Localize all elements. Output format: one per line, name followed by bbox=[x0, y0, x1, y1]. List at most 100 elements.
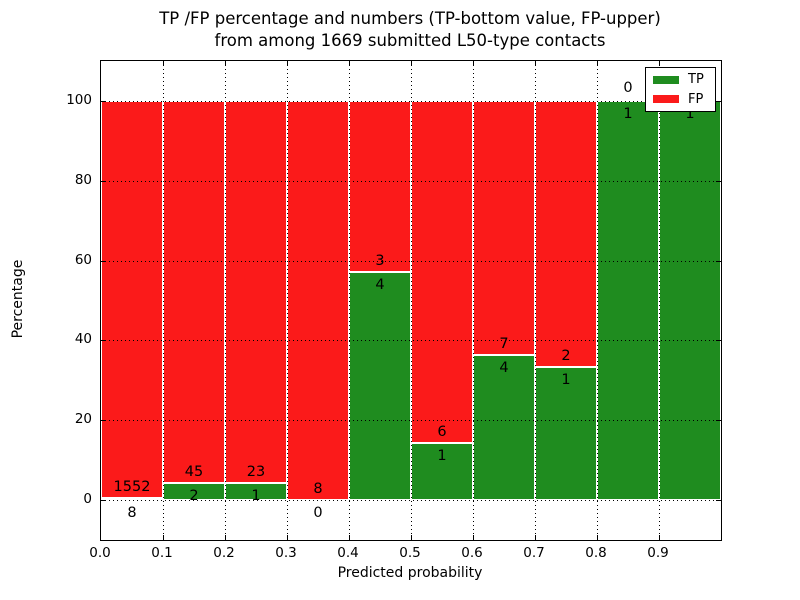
legend-label-tp: TP bbox=[688, 72, 704, 88]
chart-title-line1: TP /FP percentage and numbers (TP-bottom… bbox=[159, 9, 661, 28]
x-tick-mark-top bbox=[287, 61, 288, 66]
y-tick-label: 40 bbox=[74, 331, 92, 348]
legend-item-fp: FP bbox=[646, 93, 715, 106]
y-tick-mark bbox=[101, 260, 106, 262]
tp-count-label: 1 bbox=[437, 447, 447, 464]
bar-segment-fp bbox=[163, 101, 225, 483]
x-tick-mark-top bbox=[659, 61, 660, 66]
gridline-horizontal bbox=[101, 500, 721, 501]
bar-segment-fp bbox=[535, 101, 597, 368]
x-tick-mark-top bbox=[349, 61, 350, 66]
x-tick-label: 0.1 bbox=[151, 545, 173, 561]
x-tick-mark bbox=[535, 535, 536, 540]
x-tick-mark-top bbox=[225, 61, 226, 66]
tp-count-label: 4 bbox=[375, 277, 385, 294]
x-tick-mark bbox=[163, 535, 164, 540]
x-tick-label: 0.6 bbox=[461, 545, 483, 561]
x-tick-label: 0.7 bbox=[523, 545, 545, 561]
x-axis-label: Predicted probability bbox=[337, 565, 483, 581]
y-tick-mark-right bbox=[716, 420, 721, 422]
gridline-horizontal bbox=[101, 180, 721, 182]
x-tick-mark-top bbox=[163, 61, 164, 66]
bar-segment-fp bbox=[349, 101, 411, 273]
y-tick-label: 80 bbox=[74, 171, 92, 188]
bar-segment-tp bbox=[597, 101, 659, 500]
gridline-vertical bbox=[597, 61, 598, 540]
tp-count-label: 4 bbox=[499, 359, 509, 376]
y-tick-label: 100 bbox=[66, 92, 92, 108]
bar-segment-fp bbox=[101, 101, 163, 498]
fp-count-label: 0 bbox=[623, 80, 633, 96]
x-tick-label: 0.4 bbox=[337, 545, 359, 561]
bar-segment-fp bbox=[411, 101, 473, 443]
x-tick-mark-top bbox=[473, 61, 474, 66]
gridline-vertical bbox=[535, 61, 536, 540]
fp-count-label: 8 bbox=[313, 481, 323, 497]
y-tick-mark-right bbox=[716, 500, 721, 501]
legend-swatch-tp-icon bbox=[653, 75, 679, 84]
bar-segment-fp bbox=[225, 101, 287, 484]
x-tick-label: 0.5 bbox=[399, 545, 421, 561]
legend-label-fp: FP bbox=[688, 91, 704, 107]
gridline-horizontal bbox=[101, 420, 721, 422]
legend-item-tp: TP bbox=[646, 73, 715, 86]
tp-count-label: 8 bbox=[127, 505, 137, 521]
x-tick-mark bbox=[473, 535, 474, 540]
fp-count-label: 3 bbox=[375, 253, 385, 270]
gridline-vertical bbox=[287, 61, 288, 540]
tp-count-label: 1 bbox=[561, 372, 571, 389]
fp-count-label: 7 bbox=[499, 335, 509, 352]
chart-title-line2: from among 1669 submitted L50-type conta… bbox=[214, 31, 606, 50]
y-tick-mark-right bbox=[716, 180, 721, 182]
y-tick-mark bbox=[101, 101, 106, 102]
tp-count-label: 2 bbox=[189, 488, 199, 504]
fp-count-label: 6 bbox=[437, 423, 447, 440]
x-tick-mark bbox=[597, 535, 598, 540]
tp-count-label: 1 bbox=[685, 106, 695, 122]
x-tick-label: 0.8 bbox=[585, 545, 607, 561]
y-tick-mark bbox=[101, 340, 106, 342]
y-tick-mark-right bbox=[716, 260, 721, 262]
fp-count-label: 23 bbox=[246, 464, 266, 481]
x-tick-label: 0.9 bbox=[647, 545, 669, 561]
gridline-vertical bbox=[411, 61, 412, 540]
plot-area: TP FP 1552 8 45 2 23 1 8 0 3 4 6 1 7 4 2 1 0 1 1 bbox=[100, 60, 722, 541]
x-tick-mark-top bbox=[535, 61, 536, 66]
gridline-vertical bbox=[659, 61, 660, 540]
bar-segment-tp bbox=[659, 101, 721, 500]
gridline-vertical bbox=[349, 61, 350, 540]
fp-count-label: 45 bbox=[184, 464, 204, 480]
y-tick-mark bbox=[101, 420, 106, 422]
x-tick-label: 0.3 bbox=[275, 545, 297, 561]
legend: TP FP bbox=[645, 67, 716, 112]
gridline-horizontal bbox=[101, 260, 721, 262]
y-tick-mark bbox=[101, 180, 106, 182]
bar-segment-tp bbox=[349, 272, 411, 500]
bar-segment-tp bbox=[101, 497, 163, 500]
chart-title: TP /FP percentage and numbers (TP-bottom… bbox=[100, 8, 720, 52]
gridline-horizontal bbox=[101, 101, 721, 102]
y-axis-label: Percentage bbox=[10, 259, 26, 339]
x-tick-mark bbox=[287, 535, 288, 540]
bar-segment-tp bbox=[411, 442, 473, 500]
y-tick-label: 0 bbox=[83, 491, 92, 507]
gridline-vertical bbox=[163, 61, 164, 540]
y-tick-mark-right bbox=[716, 101, 721, 102]
y-tick-mark-right bbox=[716, 340, 721, 342]
bar-segment-fp bbox=[473, 101, 535, 355]
x-tick-mark bbox=[659, 535, 660, 540]
x-tick-mark-top bbox=[597, 61, 598, 66]
y-tick-label: 20 bbox=[74, 411, 92, 428]
y-tick-label: 60 bbox=[74, 251, 92, 268]
x-tick-mark-top bbox=[411, 61, 412, 66]
bar-segment-tp bbox=[473, 354, 535, 500]
x-tick-label: 0.2 bbox=[213, 545, 235, 561]
tp-count-label: 1 bbox=[251, 488, 261, 505]
bar-segment-tp bbox=[535, 367, 597, 500]
x-tick-mark bbox=[349, 535, 350, 540]
gridline-vertical bbox=[225, 61, 226, 540]
tp-count-label: 0 bbox=[313, 505, 323, 521]
fp-count-label: 2 bbox=[561, 348, 571, 365]
gridline-horizontal bbox=[101, 340, 721, 342]
